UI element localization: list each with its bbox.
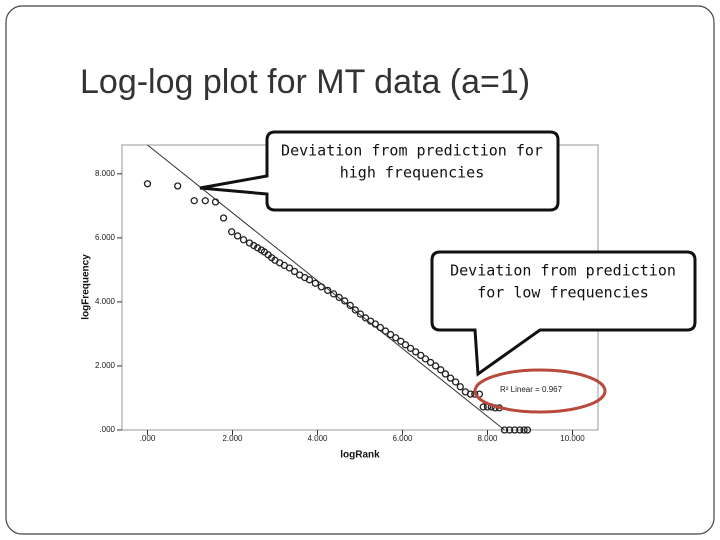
- scatter-point: [381, 327, 390, 335]
- scatter-point: [479, 403, 487, 411]
- x-tick-label: .000: [140, 434, 156, 443]
- scatter-point: [233, 232, 242, 240]
- scatter-point: [201, 197, 209, 205]
- callout-bubble: [199, 130, 560, 212]
- scatter-point: [406, 344, 415, 352]
- scatter-point: [335, 293, 343, 302]
- scatter-point: [190, 197, 198, 205]
- scatter-point: [446, 374, 455, 382]
- scatter-point: [412, 348, 420, 356]
- highlight-ellipse: [473, 368, 607, 414]
- scatter-point: [466, 390, 475, 398]
- scatter-point: [329, 290, 338, 298]
- scatter-point: [219, 214, 228, 222]
- y-axis-label: logFrequency: [81, 254, 92, 320]
- slide-title: Log-log plot for MT data (a=1): [80, 63, 530, 101]
- scatter-point: [371, 320, 379, 328]
- scatter-point: [441, 370, 450, 378]
- x-tick-label: 2.000: [222, 434, 243, 443]
- scatter-point: [401, 341, 410, 349]
- scatter-point: [397, 337, 405, 345]
- scatter-point: [376, 323, 385, 332]
- scatter-point: [516, 426, 524, 434]
- callout-bubble: [430, 250, 697, 377]
- scatter-point: [500, 426, 509, 434]
- scatter-point: [324, 286, 332, 295]
- scatter-point: [290, 267, 299, 276]
- x-tick-label: 6.000: [392, 434, 413, 443]
- y-tick-label: .000: [99, 425, 115, 434]
- scatter-point: [356, 310, 365, 318]
- scatter-point: [346, 301, 354, 310]
- y-tick-label: 4.000: [95, 297, 116, 306]
- callout-text: high frequencies: [340, 164, 485, 182]
- scatter-point: [305, 276, 314, 284]
- scatter-point: [285, 264, 294, 272]
- y-tick-label: 6.000: [95, 233, 116, 242]
- scatter-point: [341, 297, 349, 305]
- callout-text: for low frequencies: [477, 284, 649, 302]
- scatter-point: [520, 426, 528, 434]
- x-tick-label: 8.000: [477, 434, 498, 443]
- callout-text: Deviation from prediction: [450, 262, 676, 280]
- scatter-point: [523, 426, 532, 434]
- scatter-point: [361, 314, 370, 322]
- scatter-point: [392, 334, 400, 342]
- x-tick-label: 10.000: [560, 434, 585, 443]
- scatter-point: [511, 426, 519, 434]
- scatter-point: [456, 383, 464, 391]
- scatter-point: [426, 358, 435, 367]
- scatter-point: [421, 355, 430, 363]
- scatter-point: [311, 279, 320, 287]
- y-tick-label: 8.000: [95, 169, 116, 178]
- scatter-point: [451, 378, 460, 386]
- scatter-point: [351, 306, 359, 314]
- scatter-point: [253, 244, 262, 252]
- scatter-point: [250, 241, 258, 250]
- scatter-point: [386, 330, 395, 339]
- scatter-point: [431, 362, 440, 370]
- x-tick-label: 4.000: [307, 434, 328, 443]
- scatter-point: [227, 228, 236, 236]
- scatter-point: [417, 351, 425, 360]
- scatter-point: [143, 180, 152, 188]
- r-squared-annotation: R² Linear = 0.967: [500, 385, 563, 394]
- callout-text: Deviation from prediction for: [281, 142, 543, 160]
- x-axis-label: logRank: [340, 450, 380, 461]
- scatter-point: [211, 198, 220, 206]
- plot-area: .000 2.000 4.000 6.000 8.000 10.000 .000 2.000 4…: [95, 144, 585, 443]
- scatter-point: [437, 366, 445, 374]
- scatter-point: [505, 426, 514, 434]
- scatter-point: [317, 283, 325, 291]
- scatter-point: [239, 236, 248, 244]
- y-tick-label: 2.000: [95, 361, 116, 370]
- scatter-point: [174, 182, 182, 190]
